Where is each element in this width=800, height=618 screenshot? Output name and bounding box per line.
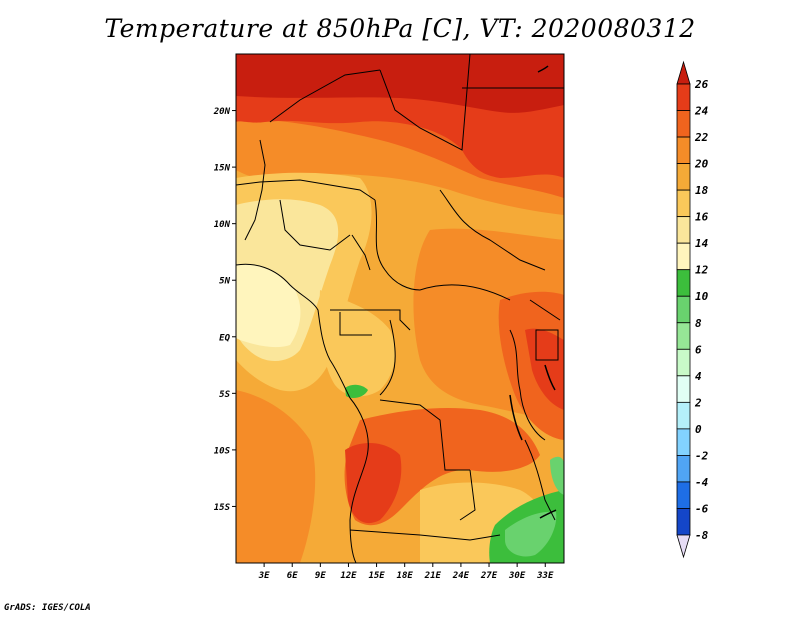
lat-label: 10N [214, 220, 231, 230]
colorbar-segment [676, 481, 691, 509]
lat-label: 5S [219, 390, 230, 400]
colorbar-label: 22 [694, 131, 709, 144]
lat-label: 5N [219, 277, 230, 287]
colorbar-segment [676, 83, 691, 111]
lon-label: 3E [258, 571, 270, 581]
colorbar-segment [676, 428, 691, 456]
colorbar-segment [676, 508, 691, 536]
colorbar-segment [676, 455, 691, 483]
longitude-axis: 3E 6E 9E 12E 15E 18E 21E 24E 27E 30E 33E [258, 563, 554, 581]
field-congo-16 [319, 290, 396, 397]
colorbar-label: 6 [695, 343, 702, 356]
colorbar-segment [676, 375, 691, 403]
colorbar-label: 8 [695, 317, 702, 330]
colorbar-top-arrow [676, 60, 691, 85]
colorbar-label: 16 [695, 211, 709, 224]
lon-label: 6E [287, 571, 298, 581]
colorbar-label: 0 [695, 423, 702, 436]
chart-title: Temperature at 850hPa [C], VT: 202008031… [104, 14, 696, 43]
colorbar-segment [676, 110, 691, 138]
colorbar-segment [676, 401, 691, 430]
colorbar-segment [676, 189, 691, 218]
lon-label: 27E [480, 571, 498, 581]
lon-label: 21E [424, 571, 442, 581]
colorbar-segment [676, 348, 691, 377]
field-green-spot [345, 384, 368, 398]
lon-label: 24E [452, 571, 470, 581]
lon-label: 30E [508, 571, 526, 581]
colorbar-segment [676, 242, 691, 271]
colorbar-label: 10 [695, 290, 709, 303]
colorbar-label: 14 [695, 237, 709, 250]
colorbar-segment [676, 322, 691, 350]
colorbar-label: -8 [695, 529, 709, 542]
field-north-top [236, 54, 564, 113]
colorbar-segment [676, 295, 691, 324]
colorbar-label: -6 [695, 502, 709, 515]
lat-label: 10S [214, 446, 231, 456]
temperature-map: 20N 15N 10N 5N EQ 5S 10S 15S 3E 6E 9E 12E 15E 18E 21E… [213, 53, 709, 581]
lat-label: EQ [219, 333, 230, 343]
field-se-10b [550, 456, 564, 495]
lon-label: 15E [368, 571, 385, 581]
colorbar-segment [676, 269, 691, 297]
lon-label: 12E [340, 571, 357, 581]
lat-label: 15S [214, 503, 231, 513]
colorbar-label: 24 [694, 105, 709, 118]
colorbar-segment [676, 163, 691, 191]
field-sw-22 [236, 390, 316, 563]
colorbar-bottom-arrow [676, 534, 691, 559]
field-coast-12 [236, 264, 301, 348]
field-south-26 [345, 443, 402, 524]
latitude-axis: 20N 15N 10N 5N EQ 5S 10S 15S [213, 107, 236, 513]
lon-label: 33E [536, 571, 554, 581]
colorbar-label: 12 [695, 264, 709, 277]
colorbar-label: -4 [695, 476, 709, 489]
colorbar-segment [676, 136, 691, 164]
lakes [509, 65, 557, 519]
lat-label: 15N [214, 164, 231, 174]
lon-label: 18E [397, 571, 414, 581]
colorbar-label: -2 [695, 449, 709, 462]
country-borders [236, 54, 564, 563]
grads-credit: GrADS: IGES/COLA [4, 603, 91, 613]
lat-label: 20N [213, 107, 231, 117]
field-se-10 [505, 511, 557, 557]
temperature-field [236, 54, 564, 563]
colorbar-label: 18 [695, 184, 709, 197]
colorbar-segment [676, 216, 691, 244]
map-frame [235, 53, 565, 564]
colorbar-label: 4 [695, 370, 702, 383]
colorbar-label: 26 [694, 78, 709, 91]
colorbar-label: 20 [694, 158, 709, 171]
lon-label: 9E [315, 571, 326, 581]
colorbar-label: 2 [694, 396, 702, 409]
